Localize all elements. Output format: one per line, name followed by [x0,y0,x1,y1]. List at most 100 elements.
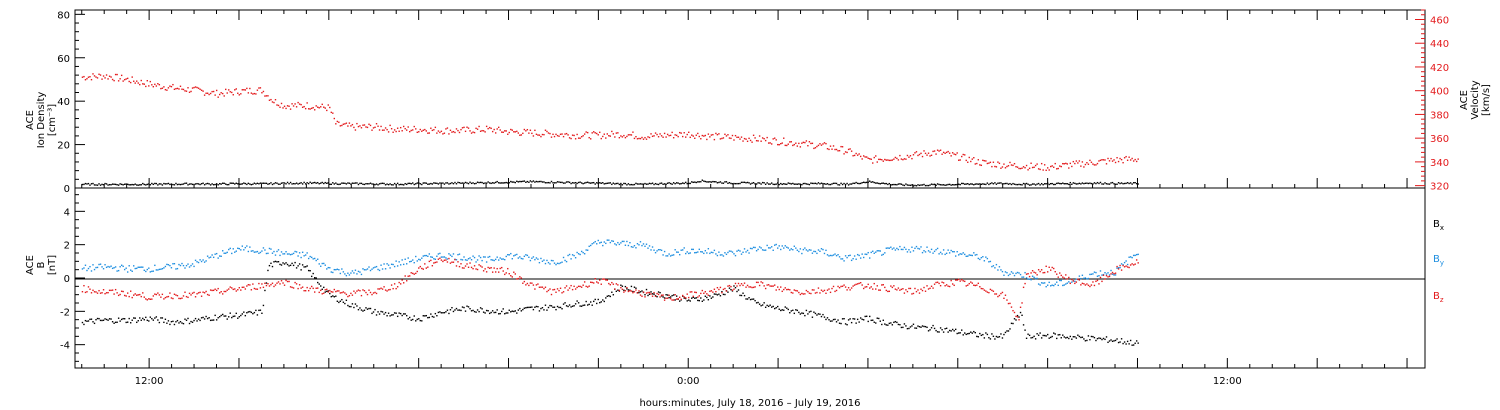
bz-series-point [897,287,900,289]
by-series-point [774,244,776,246]
bx-series-point [252,312,254,315]
velocity-series-point [265,95,268,97]
bz-series-point [816,291,818,294]
bx-series-point [577,302,580,304]
by-series-point [445,257,447,259]
velocity-series-point [386,128,388,131]
by-series-point [166,263,168,266]
velocity-series-point [478,125,480,128]
by-series-point [867,251,869,254]
velocity-series-point [531,132,533,135]
by-series-point [704,249,707,252]
bx-series-point [274,260,277,263]
ion-density-series-point [588,182,590,184]
bz-series-point [406,280,408,282]
velocity-series-point [211,90,213,93]
bx-series-point [126,321,129,323]
ion-density-series-point [211,183,213,185]
velocity-series-point [994,165,996,168]
bz-series-point [418,267,420,269]
velocity-series-point [822,143,824,145]
bz-series-point [514,273,516,275]
by-series-point [130,269,132,271]
bx-series-point [786,307,788,309]
bz-series-point [380,287,382,289]
bz-series-point [666,297,669,299]
bx-series-point [380,310,382,313]
bz-series-point [1137,262,1139,264]
bz-series-point [565,285,568,287]
ion-density-series-point [237,183,239,185]
bz-series-point [737,282,740,285]
bz-series-point [719,286,722,289]
bx-series-point [611,291,613,293]
bx-series-point [802,312,805,315]
ion-density-series-point [853,182,856,185]
bz-series-point [585,285,587,288]
ion-density-series-point [921,184,924,186]
by-series-point [897,248,900,251]
ion-density-series-point [107,184,109,186]
ion-density-series-point [348,182,351,184]
bx-series-point [393,312,396,314]
bz-series-point [244,288,247,290]
by-series-point [378,269,381,272]
bz-series-point [970,281,972,283]
ion-density-series-point [624,182,627,185]
bx-series-point [599,301,601,304]
velocity-series-point [259,87,262,89]
by-series-point [1068,281,1070,283]
velocity-series-point [289,108,292,110]
by-series-point [363,269,366,271]
by-series-point [899,245,901,248]
ion-density-series-point [128,184,130,186]
ion-density-series-point [798,183,800,185]
ion-density-series-point [644,182,646,185]
velocity-series-point [636,138,639,140]
by-series-point [493,259,495,262]
bz-series-point [617,284,619,286]
ion-density-series-point [491,182,494,184]
bz-series-point [1045,265,1047,268]
by-series-point [642,243,645,245]
ion-density-series-point [336,183,339,185]
bz-series-point [291,286,293,289]
bz-series-point [789,289,791,291]
ion-density-series-point [1081,182,1084,184]
ion-density-series-point [926,184,928,187]
by-series-point [1107,272,1109,274]
ion-density-series-point [915,185,918,187]
ion-density-series-point [549,182,551,184]
velocity-series-point [939,149,942,151]
bx-series-point [407,318,409,320]
ion-density-series-point [120,183,123,186]
by-series-point [425,254,428,257]
bx-series-point [716,294,719,296]
ion-density-series-point [398,184,400,186]
by-series-point [686,251,688,253]
by-series-point [586,249,589,251]
by-series-point [356,273,358,275]
bz-series-point [110,289,112,292]
velocity-series-point [137,82,139,84]
velocity-series-point [1095,164,1097,166]
velocity-series-point [99,74,102,76]
ion-density-series-point [292,182,295,185]
by-series-point [485,261,488,263]
bx-series-point [1010,322,1013,325]
by-series-point [939,251,942,254]
ion-density-series-point [565,181,568,183]
bx-series-point [564,302,566,304]
velocity-series-point [442,133,444,135]
bx-series-point [666,294,669,296]
ion-density-series-point [366,183,369,185]
by-series-point [924,251,927,253]
velocity-series-point [909,155,912,157]
velocity-series-point [707,133,710,135]
bz-series-point [433,262,435,264]
by-series-point [256,250,259,253]
velocity-series-point [445,128,447,130]
by-series-point [380,264,382,266]
by-series-point [1059,279,1061,282]
bx-series-point [992,335,995,338]
